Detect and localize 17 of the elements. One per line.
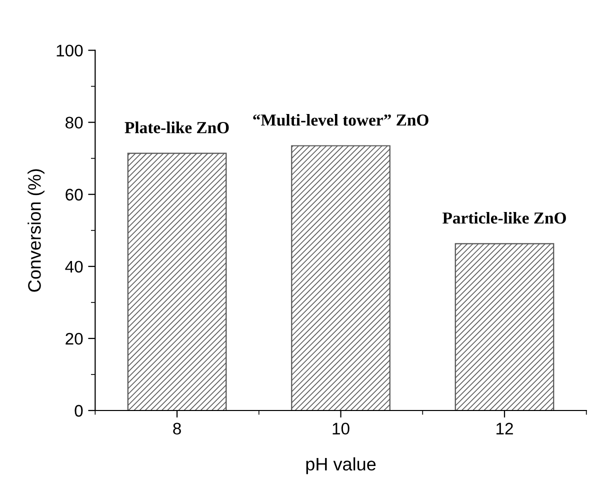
bar — [291, 145, 390, 411]
annotation: Plate-like ZnO — [124, 122, 229, 134]
annotation: “Multi-level tower” ZnO — [253, 114, 428, 126]
y-axis-title: Conversion (%) — [28, 169, 44, 292]
y-tick-label: 0 — [74, 404, 83, 417]
x-tick-label: 12 — [496, 422, 513, 434]
y-tick-label: 100 — [56, 44, 83, 56]
x-axis-title: pH value — [306, 457, 376, 474]
bar — [127, 152, 227, 411]
y-tick-label: 80 — [66, 116, 83, 129]
bar — [454, 243, 554, 411]
x-tick-label: 8 — [173, 422, 181, 435]
annotation: Particle-like ZnO — [442, 212, 566, 224]
y-tick-label: 60 — [66, 188, 83, 201]
y-tick-label: 40 — [65, 260, 83, 273]
y-tick-label: 20 — [66, 332, 83, 345]
x-tick-label: 10 — [332, 422, 350, 435]
